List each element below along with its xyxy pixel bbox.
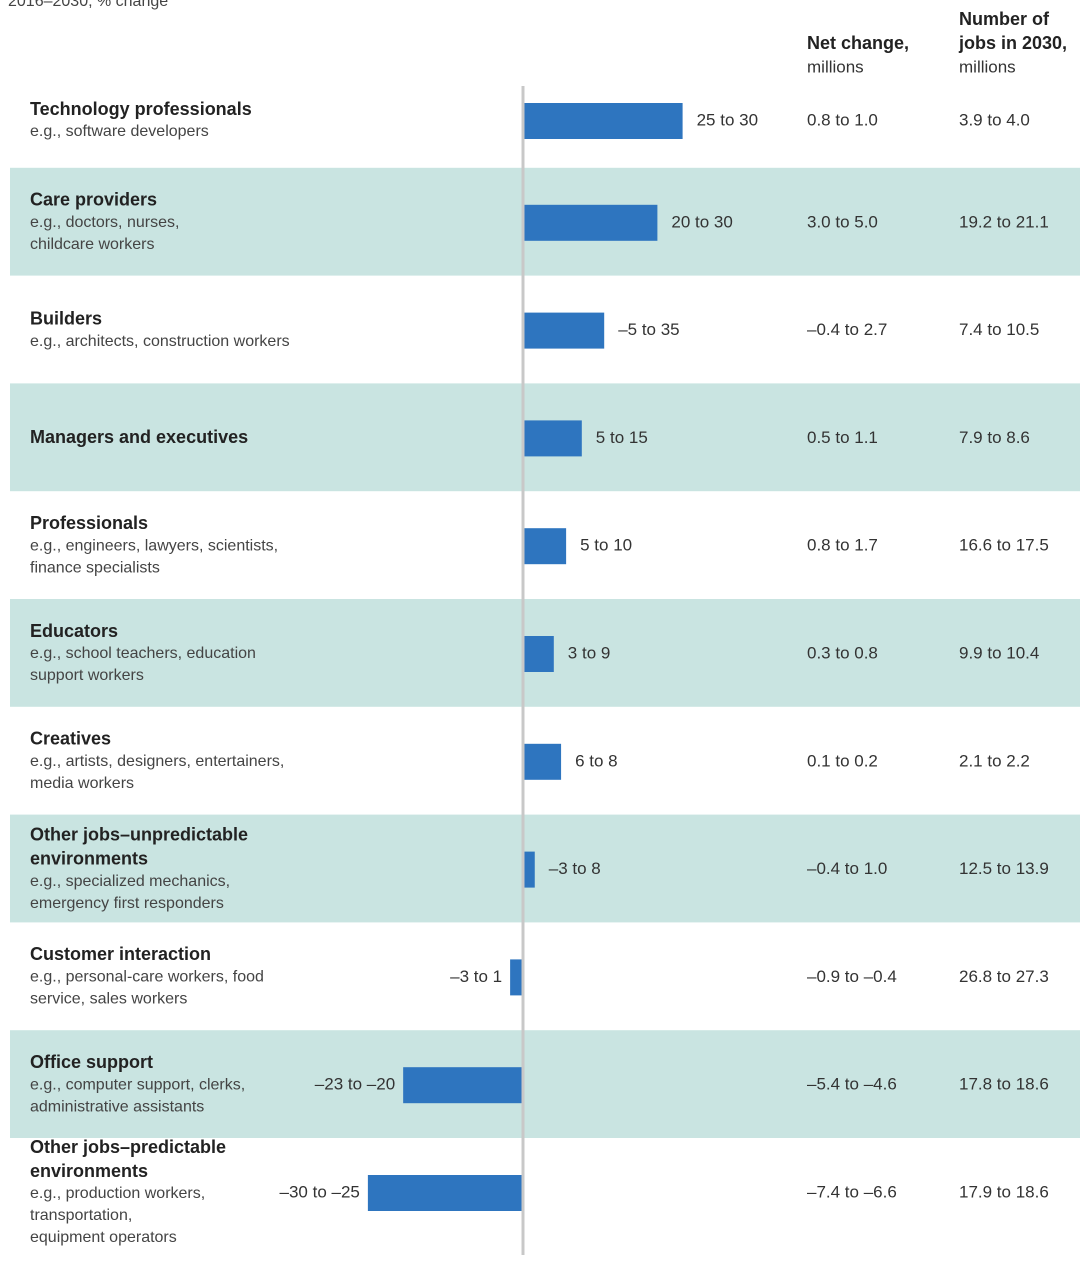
bar	[523, 103, 683, 139]
row-title: Builders	[30, 308, 102, 328]
row-title: Professionals	[30, 513, 148, 533]
net-change: –0.4 to 1.0	[807, 859, 887, 878]
row-examples: e.g., architects, construction workers	[30, 333, 290, 350]
bar	[367, 1175, 523, 1211]
range-label: 5 to 15	[596, 428, 648, 447]
net-change: 0.8 to 1.0	[807, 110, 878, 129]
jobs-2030: 3.9 to 4.0	[959, 110, 1030, 129]
row-examples: e.g., artists, designers, entertainers,	[30, 753, 284, 770]
row-title: Office support	[30, 1052, 153, 1072]
jobs-2030: 17.9 to 18.6	[959, 1182, 1049, 1201]
jobs-2030: 17.8 to 18.6	[959, 1075, 1049, 1094]
row-examples: emergency first responders	[30, 895, 224, 912]
row-examples: e.g., computer support, clerks,	[30, 1076, 245, 1093]
row-title: Managers and executives	[30, 427, 248, 447]
row-examples: childcare workers	[30, 236, 154, 253]
row-examples: e.g., doctors, nurses,	[30, 214, 179, 231]
jobs-2030: 7.4 to 10.5	[959, 320, 1039, 339]
range-label: 20 to 30	[671, 212, 732, 231]
net-change: 0.1 to 0.2	[807, 751, 878, 770]
row-examples: e.g., personal-care workers, food	[30, 969, 264, 986]
jobs-2030: 16.6 to 17.5	[959, 536, 1049, 555]
bar	[523, 851, 535, 888]
row-title: Other jobs–unpredictable	[30, 824, 248, 844]
row-examples: e.g., specialized mechanics,	[30, 873, 230, 890]
row-examples: e.g., engineers, lawyers, scientists,	[30, 537, 278, 554]
column-unit: millions	[959, 57, 1016, 76]
row-examples: service, sales workers	[30, 991, 187, 1008]
net-change: –0.4 to 2.7	[807, 320, 887, 339]
bar	[523, 743, 562, 780]
range-label: –3 to 8	[549, 859, 601, 878]
range-label: 6 to 8	[575, 751, 618, 770]
net-change: –7.4 to –6.6	[807, 1182, 897, 1201]
row-title: Creatives	[30, 729, 111, 749]
net-change: 0.8 to 1.7	[807, 536, 878, 555]
row-examples: e.g., software developers	[30, 123, 209, 140]
row-band	[10, 814, 1080, 923]
row-examples: e.g., production workers,	[30, 1185, 205, 1202]
row-title: Educators	[30, 621, 118, 641]
bar	[523, 528, 567, 565]
net-change: 0.3 to 0.8	[807, 643, 878, 662]
net-change: –0.9 to –0.4	[807, 967, 897, 986]
bar	[510, 959, 523, 996]
row-examples: equipment operators	[30, 1229, 177, 1246]
jobs-2030: 26.8 to 27.3	[959, 967, 1049, 986]
row-title: Care providers	[30, 190, 157, 210]
row-title: Customer interaction	[30, 944, 211, 964]
row-title: Technology professionals	[30, 99, 252, 119]
jobs-2030: 9.9 to 10.4	[959, 643, 1039, 662]
bar	[523, 636, 554, 672]
row-title: environments	[30, 848, 148, 868]
jobs-2030: 7.9 to 8.6	[959, 428, 1030, 447]
column-header: Net change,	[807, 33, 909, 53]
row-title: environments	[30, 1161, 148, 1181]
column-header: jobs in 2030,	[958, 33, 1067, 53]
row-examples: transportation,	[30, 1207, 132, 1224]
row-examples: administrative assistants	[30, 1098, 204, 1115]
row-band	[10, 1030, 1080, 1138]
row-examples: e.g., school teachers, education	[30, 645, 256, 662]
bar	[403, 1067, 523, 1104]
range-label: –23 to –20	[315, 1075, 395, 1094]
row-title: Other jobs–predictable	[30, 1137, 226, 1157]
column-header: Number of	[959, 9, 1050, 29]
range-label: 3 to 9	[568, 643, 611, 662]
range-label: –5 to 35	[618, 320, 679, 339]
range-label: 25 to 30	[697, 110, 758, 129]
chart-subtitle: 2016–2030, % change	[8, 0, 168, 10]
range-label: –3 to 1	[450, 967, 502, 986]
jobs-2030: 2.1 to 2.2	[959, 751, 1030, 770]
jobs-2030: 12.5 to 13.9	[959, 859, 1049, 878]
row-examples: media workers	[30, 775, 134, 792]
net-change: 0.5 to 1.1	[807, 428, 878, 447]
bar	[523, 204, 658, 241]
bar	[523, 312, 605, 349]
row-examples: support workers	[30, 667, 144, 684]
column-unit: millions	[807, 57, 864, 76]
row-examples: finance specialists	[30, 559, 160, 576]
jobs-2030: 19.2 to 21.1	[959, 212, 1049, 231]
range-label: 5 to 10	[580, 536, 632, 555]
net-change: 3.0 to 5.0	[807, 212, 878, 231]
range-label: –30 to –25	[280, 1182, 360, 1201]
net-change: –5.4 to –4.6	[807, 1075, 897, 1094]
bar	[523, 420, 582, 457]
